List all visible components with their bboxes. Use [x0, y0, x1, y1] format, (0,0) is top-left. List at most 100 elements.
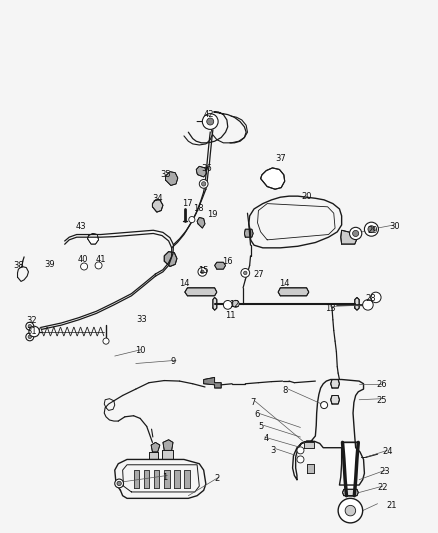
- Circle shape: [321, 401, 328, 409]
- Circle shape: [364, 222, 378, 236]
- Polygon shape: [215, 262, 226, 269]
- Circle shape: [202, 114, 218, 130]
- Polygon shape: [151, 442, 160, 452]
- Circle shape: [199, 180, 208, 188]
- Polygon shape: [174, 470, 180, 488]
- Text: 33: 33: [137, 316, 148, 324]
- Text: 25: 25: [377, 397, 387, 405]
- Polygon shape: [244, 229, 253, 237]
- Text: 35: 35: [160, 171, 170, 179]
- Polygon shape: [304, 442, 314, 448]
- Circle shape: [371, 292, 381, 303]
- Circle shape: [244, 271, 247, 274]
- Text: 4: 4: [264, 434, 269, 442]
- Polygon shape: [196, 166, 207, 177]
- Polygon shape: [185, 288, 217, 296]
- Text: 10: 10: [135, 346, 145, 355]
- Circle shape: [201, 182, 206, 186]
- Circle shape: [350, 227, 362, 240]
- Text: 7: 7: [251, 398, 256, 407]
- Polygon shape: [154, 470, 159, 488]
- Text: 1: 1: [162, 473, 167, 481]
- Text: 37: 37: [275, 155, 286, 163]
- Polygon shape: [341, 230, 357, 244]
- Text: 8: 8: [283, 386, 288, 394]
- Text: 12: 12: [230, 301, 240, 309]
- Text: 5: 5: [258, 422, 264, 431]
- Circle shape: [26, 333, 34, 341]
- Text: 16: 16: [223, 257, 233, 265]
- Text: 39: 39: [44, 260, 54, 269]
- Polygon shape: [343, 489, 358, 496]
- Text: 14: 14: [179, 279, 189, 288]
- Circle shape: [297, 447, 304, 454]
- Circle shape: [103, 338, 109, 344]
- Circle shape: [223, 301, 232, 309]
- Text: 38: 38: [13, 261, 24, 270]
- Text: 31: 31: [26, 327, 37, 336]
- Polygon shape: [134, 470, 139, 488]
- Text: 24: 24: [382, 448, 392, 456]
- Text: 34: 34: [152, 194, 163, 203]
- Text: 28: 28: [366, 294, 376, 303]
- Circle shape: [198, 268, 207, 276]
- Text: 30: 30: [389, 222, 399, 231]
- Text: 20: 20: [301, 192, 312, 200]
- Text: 22: 22: [378, 483, 388, 492]
- Circle shape: [338, 498, 363, 523]
- Text: 29: 29: [367, 226, 378, 235]
- Polygon shape: [204, 377, 221, 388]
- Text: 36: 36: [201, 164, 212, 173]
- Polygon shape: [162, 450, 173, 459]
- Polygon shape: [88, 233, 99, 244]
- Circle shape: [353, 230, 359, 237]
- Circle shape: [95, 262, 102, 269]
- Circle shape: [115, 479, 124, 488]
- Text: 27: 27: [253, 270, 264, 279]
- Text: 40: 40: [78, 255, 88, 263]
- Text: 9: 9: [171, 357, 176, 366]
- Circle shape: [29, 326, 39, 337]
- Polygon shape: [307, 464, 314, 473]
- Polygon shape: [213, 297, 217, 310]
- Circle shape: [81, 263, 88, 270]
- Circle shape: [345, 505, 356, 516]
- Polygon shape: [261, 168, 285, 189]
- Circle shape: [28, 325, 32, 328]
- Text: 23: 23: [380, 467, 390, 476]
- Polygon shape: [278, 288, 309, 296]
- Polygon shape: [164, 470, 170, 488]
- Circle shape: [368, 225, 375, 233]
- Polygon shape: [331, 379, 339, 388]
- Text: 6: 6: [254, 410, 259, 419]
- Text: 13: 13: [325, 304, 336, 312]
- Text: 18: 18: [193, 205, 203, 213]
- Circle shape: [297, 456, 304, 463]
- Text: 21: 21: [386, 501, 397, 510]
- Circle shape: [232, 300, 239, 308]
- Text: 11: 11: [226, 311, 236, 320]
- Polygon shape: [149, 452, 158, 459]
- Polygon shape: [355, 297, 359, 310]
- Text: 42: 42: [204, 110, 214, 119]
- Polygon shape: [152, 200, 163, 212]
- Circle shape: [28, 335, 32, 338]
- Text: 14: 14: [279, 279, 290, 288]
- Text: 32: 32: [26, 317, 37, 325]
- Polygon shape: [197, 217, 205, 228]
- Text: 3: 3: [271, 446, 276, 455]
- Circle shape: [117, 481, 121, 486]
- Polygon shape: [166, 172, 178, 185]
- Polygon shape: [331, 395, 339, 404]
- Polygon shape: [144, 470, 149, 488]
- Text: 19: 19: [207, 210, 217, 219]
- Circle shape: [363, 300, 373, 310]
- Text: 2: 2: [215, 474, 220, 483]
- Text: 43: 43: [75, 222, 86, 231]
- Text: 26: 26: [377, 381, 387, 389]
- Circle shape: [26, 322, 34, 330]
- Polygon shape: [343, 442, 358, 496]
- Circle shape: [189, 216, 195, 223]
- Polygon shape: [184, 470, 190, 488]
- Text: 41: 41: [95, 255, 106, 263]
